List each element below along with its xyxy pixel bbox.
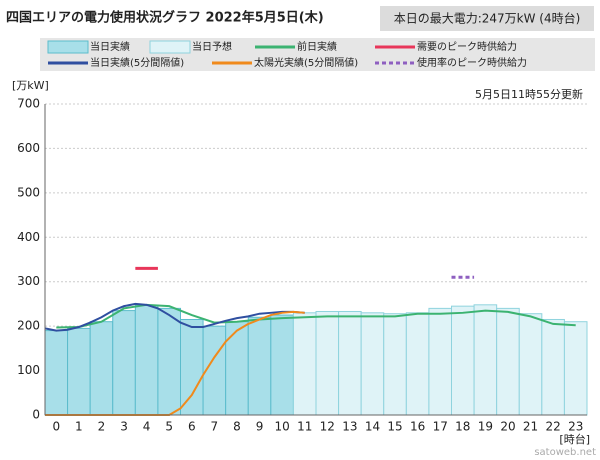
x-tick-label: 3: [120, 420, 128, 434]
x-tick-label: 8: [233, 420, 241, 434]
x-tick-label: 10: [274, 420, 289, 434]
bar: [473, 304, 498, 416]
x-tick-label: 14: [365, 420, 380, 434]
max-box: [380, 6, 594, 31]
x-tick-label: 13: [342, 420, 357, 434]
legend-label: 前日実績: [297, 40, 337, 53]
x-tick-label: 17: [433, 420, 448, 434]
x-tick-label: 2: [98, 420, 106, 434]
x-tick-label: 11: [297, 420, 312, 434]
bar: [44, 330, 69, 416]
y-tick-label: 400: [17, 230, 40, 244]
bar: [383, 313, 407, 416]
y-tick-label: 300: [17, 274, 40, 288]
y-tick-label: 200: [17, 319, 40, 333]
bar: [563, 321, 588, 416]
legend-swatch: [149, 40, 191, 54]
bar: [315, 310, 340, 416]
legend-label: 太陽光実績(5分間隔値): [254, 56, 358, 69]
y-tick-label: 700: [17, 97, 40, 111]
x-tick-label: 12: [320, 420, 335, 434]
bar: [428, 307, 452, 416]
y-tick-label: 500: [17, 185, 40, 199]
y-axis-label: [万kW]: [12, 79, 49, 92]
bar: [360, 312, 385, 416]
legend-label: 当日予想: [192, 40, 232, 53]
bar: [225, 321, 249, 416]
x-tick-label: 23: [568, 420, 583, 434]
x-tick-label: 15: [387, 420, 402, 434]
bar: [292, 312, 317, 416]
legend-box: [40, 38, 595, 71]
bar: [180, 318, 204, 416]
y-tick-label: 600: [17, 141, 40, 155]
x-tick-label: 18: [455, 420, 470, 434]
legend-label: 当日実績: [90, 40, 130, 53]
watermark: satoweb.net: [534, 447, 596, 458]
x-axis-label: [時台]: [559, 432, 590, 446]
x-tick-label: 16: [410, 420, 425, 434]
bar: [89, 321, 114, 416]
legend-label: 需要のピーク時供給力: [417, 40, 517, 53]
x-tick-label: 19: [478, 420, 493, 434]
x-tick-label: 9: [256, 420, 264, 434]
bar: [247, 316, 272, 416]
y-tick-label: 100: [17, 363, 40, 377]
x-tick-label: 4: [143, 420, 151, 434]
legend-swatch: [47, 40, 89, 54]
max-note: 本日の最大電力:247万kW (4時台): [394, 11, 581, 26]
bar: [112, 310, 136, 416]
bar: [157, 307, 182, 416]
bar: [496, 307, 520, 416]
x-tick-label: 0: [52, 420, 60, 434]
x-tick-label: 21: [523, 420, 538, 434]
x-tick-label: 22: [545, 420, 560, 434]
x-tick-label: 5: [165, 420, 173, 434]
legend-label: 使用率のピーク時供給力: [417, 56, 527, 69]
legend-label: 当日実績(5分間隔値): [90, 56, 184, 69]
chart-title: 四国エリアの電力使用状況グラフ 2022年5月5日(木): [6, 10, 324, 26]
line: [44, 302, 305, 332]
bar: [134, 304, 159, 416]
x-tick-label: 1: [75, 420, 83, 434]
bar: [541, 318, 565, 416]
bar: [518, 313, 543, 416]
bar: [270, 314, 294, 416]
bar: [451, 305, 475, 416]
bar: [405, 312, 430, 416]
bar: [338, 310, 362, 416]
y-tick-label: 0: [32, 408, 40, 422]
x-tick-label: 6: [188, 420, 196, 434]
x-tick-label: 7: [211, 420, 219, 434]
x-tick-label: 20: [500, 420, 515, 434]
bar: [67, 327, 91, 416]
update-note: 5月5日11時55分更新: [475, 87, 583, 101]
